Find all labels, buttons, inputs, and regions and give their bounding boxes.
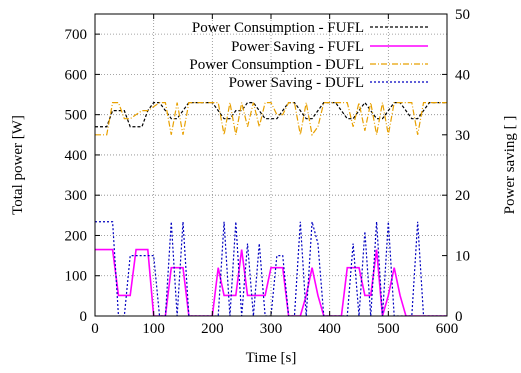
y2-tick-label: 40 — [455, 67, 470, 83]
y2-tick-label: 0 — [455, 309, 463, 325]
x-tick-label: 300 — [260, 321, 283, 337]
x-tick-label: 0 — [91, 321, 99, 337]
legend-label: Power Saving - FUFL — [231, 39, 364, 55]
legend-label: Power Consumption - DUFL — [189, 57, 364, 73]
y-axis-label: Total power [W] — [10, 115, 26, 215]
y-tick-label: 400 — [65, 148, 88, 164]
x-tick-label: 100 — [142, 321, 165, 337]
series-line-2 — [95, 250, 447, 316]
y2-tick-label: 10 — [455, 249, 470, 265]
y-tick-label: 200 — [65, 228, 88, 244]
y2-axis-label: Power saving [ ] — [502, 116, 518, 215]
legend-label: Power Consumption - FUFL — [192, 20, 364, 36]
y-tick-label: 500 — [65, 108, 88, 124]
y2-tick-label: 50 — [455, 7, 470, 23]
y-tick-label: 700 — [65, 27, 88, 43]
y-tick-label: 100 — [65, 269, 88, 285]
y-tick-label: 600 — [65, 67, 88, 83]
y-tick-label: 0 — [80, 309, 88, 325]
x-tick-label: 500 — [377, 321, 400, 337]
legend-label: Power Saving - DUFL — [229, 75, 364, 91]
y-tick-label: 300 — [65, 188, 88, 204]
x-tick-label: 200 — [201, 321, 224, 337]
y2-tick-label: 20 — [455, 188, 470, 204]
series-line-1 — [95, 103, 447, 127]
legend: Power Consumption - FUFL Power Saving - F… — [189, 20, 428, 91]
x-axis-label: Time [s] — [246, 350, 297, 366]
x-tick-label: 400 — [318, 321, 341, 337]
y2-tick-label: 30 — [455, 128, 470, 144]
